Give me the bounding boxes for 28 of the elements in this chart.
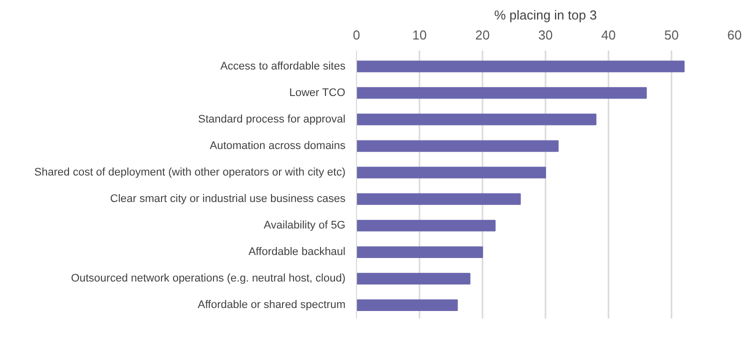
bar xyxy=(356,220,496,232)
y-tick-label: Clear smart city or industrial use business cases xyxy=(110,193,346,206)
bar xyxy=(356,246,483,258)
y-tick-label: Access to affordable sites xyxy=(220,60,346,72)
x-tick-label: 20 xyxy=(475,28,490,42)
y-tick-label: Affordable backhaul xyxy=(248,246,346,258)
bar xyxy=(356,193,521,205)
y-tick-label: Lower TCO xyxy=(289,86,346,99)
y-tick-label: Shared cost of deployment (with other operators or with city etc) xyxy=(34,166,346,179)
bar xyxy=(356,166,546,178)
x-tick-label: 0 xyxy=(352,28,360,42)
bar xyxy=(356,140,559,152)
x-tick-label: 60 xyxy=(727,28,742,42)
x-tick-label: 40 xyxy=(601,28,616,42)
y-tick-label: Standard process for approval xyxy=(198,113,346,126)
y-tick-label: Automation across domains xyxy=(210,140,346,152)
bar xyxy=(356,87,647,99)
bar xyxy=(356,114,596,126)
y-tick-label: Affordable or shared spectrum xyxy=(198,299,346,312)
x-axis-title: % placing in top 3 xyxy=(494,8,597,22)
x-tick-label: 30 xyxy=(538,28,553,42)
y-tick-label: Availability of 5G xyxy=(264,220,346,232)
bar xyxy=(356,60,685,72)
bar xyxy=(356,299,458,312)
y-tick-label: Outsourced network operations (e.g. neutral host, cloud) xyxy=(70,272,346,285)
x-tick-label: 10 xyxy=(412,28,427,42)
bar xyxy=(356,272,470,285)
x-tick-label: 50 xyxy=(664,28,679,42)
